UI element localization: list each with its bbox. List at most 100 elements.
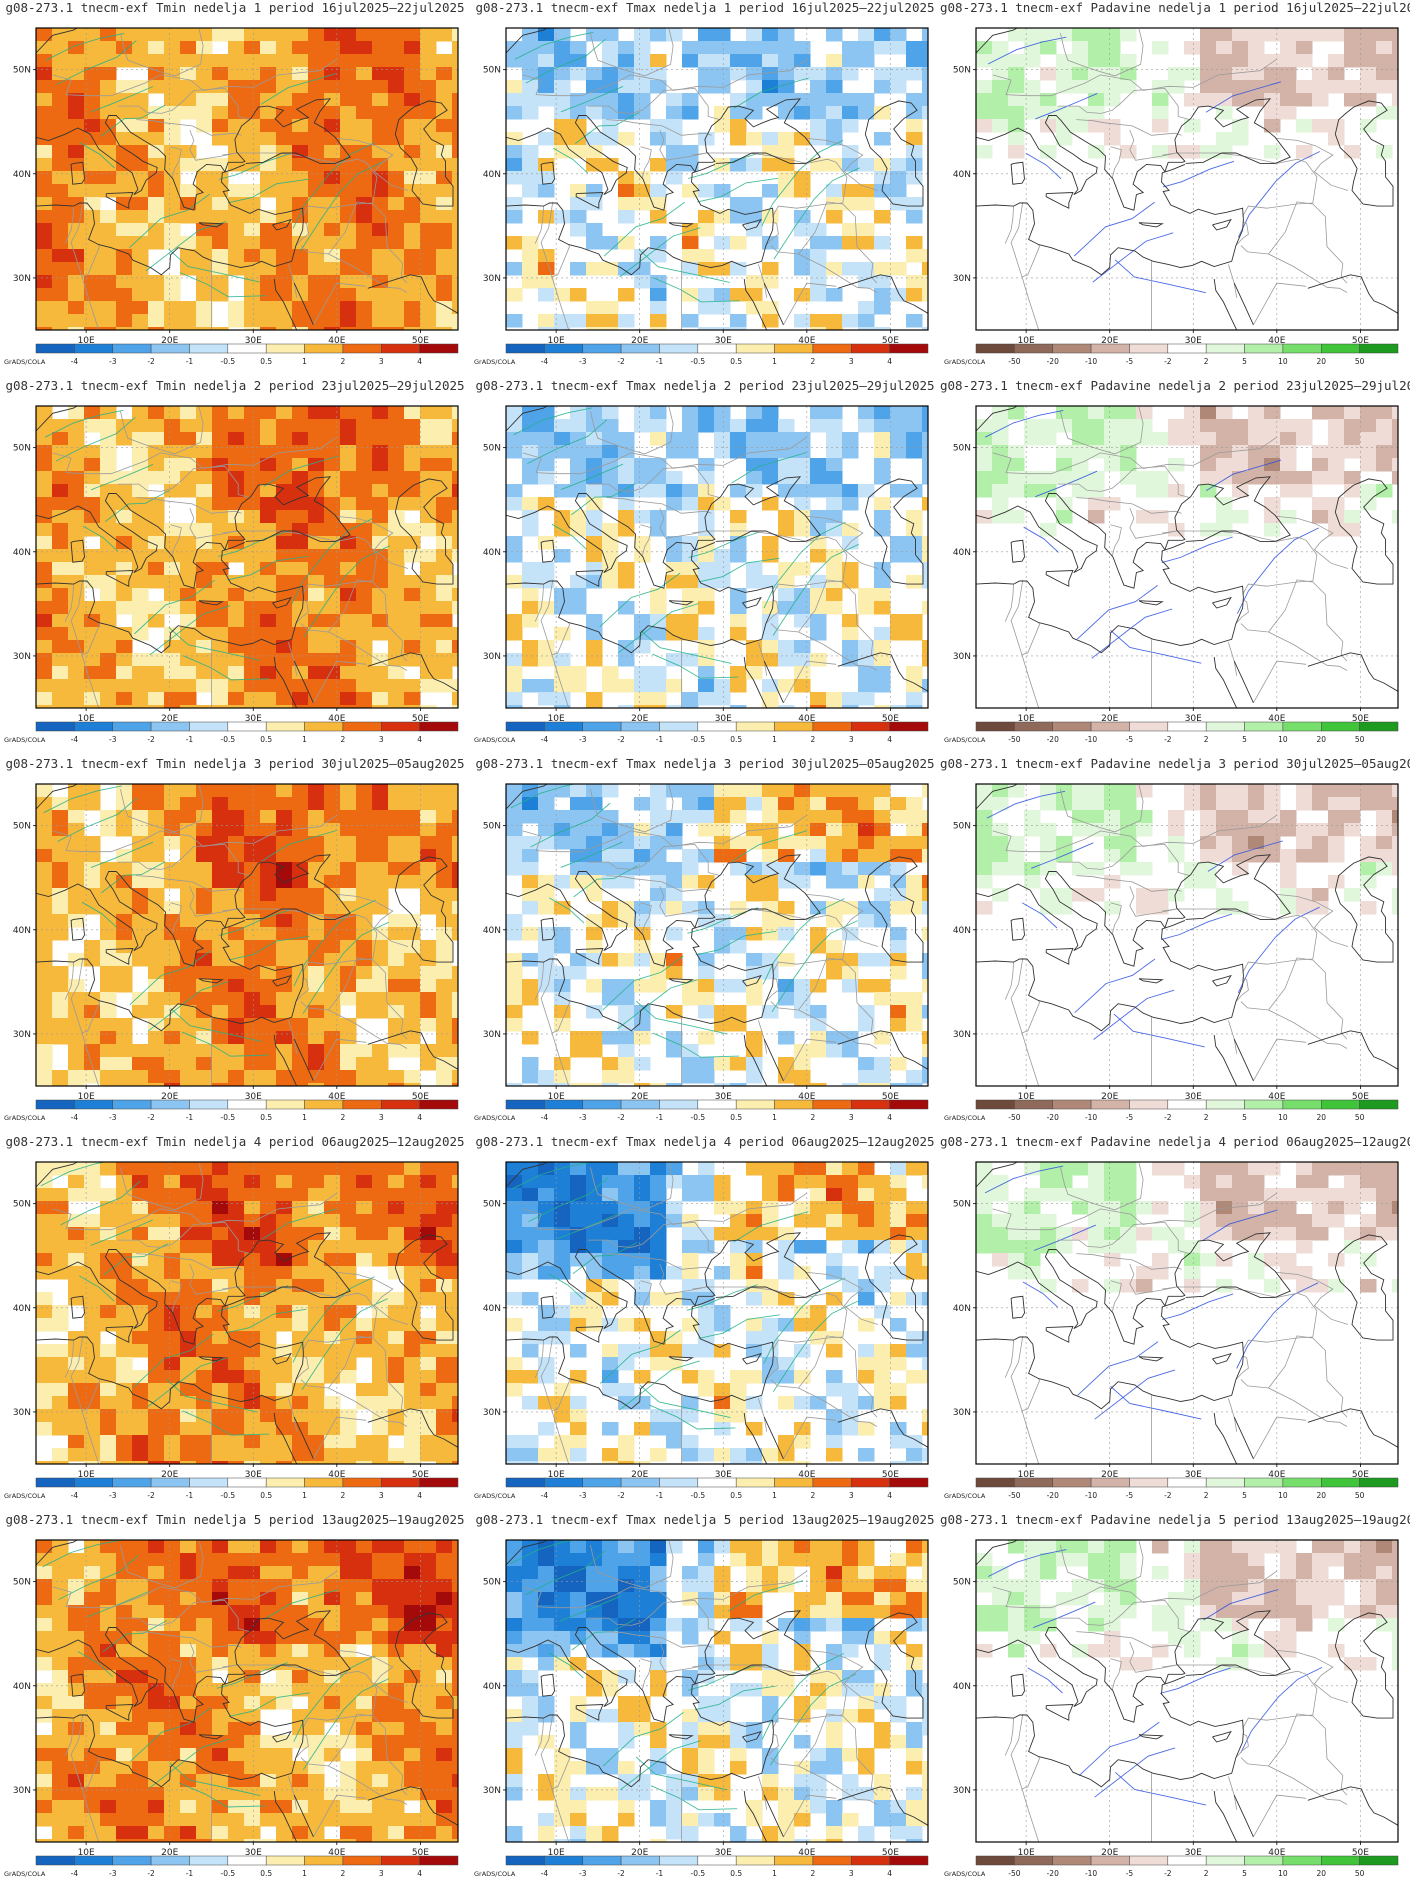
map-frame xyxy=(975,1161,1399,1465)
map-area: 10E 20E 30E 40E 50E 50N 40N 30N xyxy=(13,1161,459,1478)
colorbar-legend: -50 -20 -10 -5 -2 2 5 10 20 50 GrADS/COLA xyxy=(944,1855,1399,1878)
colorbar-tick-label: -5 xyxy=(1126,1113,1134,1122)
latitude-tick-label: 50N xyxy=(483,822,501,832)
colorbar-tick-label: -2 xyxy=(1164,357,1172,366)
coastlines xyxy=(36,406,458,708)
colorbar-swatch xyxy=(1244,1855,1284,1866)
colorbar-swatch xyxy=(227,1855,267,1866)
colorbar-tick-label: 0.5 xyxy=(260,1869,272,1878)
anomaly-field xyxy=(36,784,458,1086)
latitude-tick-label: 40N xyxy=(13,1304,31,1314)
latitude-tick-label: 30N xyxy=(13,274,31,284)
colorbar-swatch xyxy=(150,1855,190,1866)
map-frame xyxy=(35,27,459,331)
grads-credit: GrADS/COLA xyxy=(944,1870,986,1878)
coastlines xyxy=(36,28,458,330)
colorbar-tick-label: 10 xyxy=(1278,1113,1288,1122)
colorbar-swatch xyxy=(544,1855,583,1866)
contour-lines xyxy=(988,1549,1323,1806)
longitude-tick-label: 30E xyxy=(715,1470,732,1478)
longitude-tick-label: 20E xyxy=(1101,1848,1118,1856)
longitude-tick-label: 40E xyxy=(328,1470,345,1478)
longitude-tick-label: 30E xyxy=(715,1848,732,1856)
longitude-tick-label: 10E xyxy=(1018,1092,1035,1100)
colorbar-tick-label: 2 xyxy=(811,735,816,744)
longitude-tick-label: 30E xyxy=(245,1848,262,1856)
longitude-tick-label: 20E xyxy=(1101,1470,1118,1478)
colorbar-swatch xyxy=(112,1855,152,1866)
colorbar-swatch xyxy=(1359,1855,1399,1866)
longitude-tick-label: 10E xyxy=(548,1092,565,1100)
graticule xyxy=(976,784,1398,1086)
colorbar-tick-label: 4 xyxy=(887,1869,892,1878)
colorbar-tick-label: 20 xyxy=(1316,735,1326,744)
latitude-tick-label: 50N xyxy=(953,1578,971,1588)
colorbar-swatch xyxy=(1052,721,1092,732)
colorbar-swatch xyxy=(774,343,814,354)
colorbar-tick-label: -10 xyxy=(1085,735,1097,744)
colorbar-swatch xyxy=(1090,721,1130,732)
contour-lines xyxy=(512,1162,860,1430)
anomaly-map: 10E 20E 30E 40E 50E 50N 40N 30N xyxy=(13,405,459,722)
colorbar-tick-label: 0.5 xyxy=(260,357,272,366)
colorbar-swatch xyxy=(1167,721,1207,732)
coastlines xyxy=(36,784,458,1086)
grads-credit: GrADS/COLA xyxy=(4,1114,46,1122)
country-borders xyxy=(992,406,1349,708)
colorbar-swatch xyxy=(112,343,152,354)
colorbar-legend: -4 -3 -2 -1 -0.5 0.5 1 2 3 4 GrADS/COLA xyxy=(474,1855,929,1878)
longitude-tick-label: 20E xyxy=(631,1848,648,1856)
colorbar-tick-label: 1 xyxy=(302,1869,307,1878)
map-frame xyxy=(975,27,1399,331)
country-borders xyxy=(992,1162,1349,1464)
colorbar-swatch xyxy=(975,1477,1015,1488)
colorbar-tick-label: 0.5 xyxy=(730,1113,742,1122)
colorbar-swatch xyxy=(1205,1099,1245,1110)
anomaly-map: 10E 20E 30E 40E 50E 50N 40N 30N xyxy=(13,27,459,344)
longitude-tick-label: 20E xyxy=(161,714,178,722)
colorbar-tick-label: -2 xyxy=(617,1491,625,1500)
country-borders xyxy=(522,1540,879,1842)
colorbar-swatch xyxy=(851,1855,890,1866)
colorbar-tick-label: 50 xyxy=(1355,1491,1365,1500)
colorbar-swatch xyxy=(851,1477,890,1488)
longitude-tick-label: 40E xyxy=(328,1848,345,1856)
colorbar-swatch xyxy=(975,721,1015,732)
forecast-panel-tmax-week-3: g08-273.1 tnecm-exf Tmax nedelja 3 perio… xyxy=(470,756,940,1134)
graticule xyxy=(976,1540,1398,1842)
colorbar-tick-label: 2 xyxy=(1204,1491,1209,1500)
colorbar-swatch xyxy=(381,1477,420,1488)
colorbar-tick-label: -0.5 xyxy=(690,735,705,744)
forecast-panel-tmin-week-4: g08-273.1 tnecm-exf Tmin nedelja 4 perio… xyxy=(0,1134,470,1512)
colorbar-swatch xyxy=(889,1477,929,1488)
colorbar-swatch xyxy=(1090,1477,1130,1488)
colorbar-swatch xyxy=(544,1099,583,1110)
panel-title: g08-273.1 tnecm-exf Tmax nedelja 4 perio… xyxy=(475,1134,935,1149)
latitude-tick-label: 30N xyxy=(953,652,971,662)
colorbar-tick-label: 1 xyxy=(302,357,307,366)
colorbar-tick-label: 5 xyxy=(1242,1113,1247,1122)
longitude-tick-label: 10E xyxy=(548,1848,565,1856)
colorbar-tick-label: 4 xyxy=(417,735,422,744)
colorbar-tick-label: -20 xyxy=(1047,1113,1059,1122)
latitude-tick-label: 50N xyxy=(953,444,971,454)
colorbar-swatch xyxy=(1052,343,1092,354)
longitude-tick-label: 40E xyxy=(798,1848,815,1856)
map-frame xyxy=(975,1539,1399,1843)
forecast-panel-precip-week-5: g08-273.1 tnecm-exf Padavine nedelja 5 p… xyxy=(940,1512,1410,1890)
map-frame xyxy=(35,405,459,709)
anomaly-field xyxy=(36,28,458,330)
colorbar-tick-label: -4 xyxy=(541,1491,549,1500)
map-area: 10E 20E 30E 40E 50E 50N 40N 30N xyxy=(953,783,1399,1100)
colorbar-tick-label: 2 xyxy=(811,1869,816,1878)
graticule xyxy=(976,28,1398,330)
colorbar-swatch xyxy=(265,1099,305,1110)
map-frame xyxy=(35,783,459,1087)
colorbar-swatch xyxy=(227,1477,267,1488)
colorbar-tick-label: -0.5 xyxy=(220,1113,235,1122)
coastlines xyxy=(976,406,1398,708)
colorbar-swatch xyxy=(735,721,775,732)
colorbar-swatch xyxy=(851,1099,890,1110)
colorbar-swatch xyxy=(975,1855,1015,1866)
country-borders xyxy=(52,784,409,1086)
